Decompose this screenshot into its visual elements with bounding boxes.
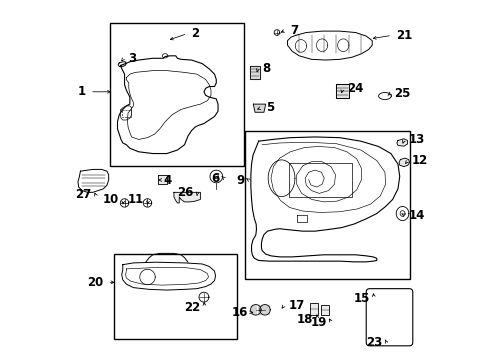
Bar — [114, 254, 237, 339]
Polygon shape — [396, 139, 407, 146]
Text: 9: 9 — [236, 174, 244, 186]
Text: 23: 23 — [365, 336, 381, 349]
Bar — [110, 23, 244, 166]
Polygon shape — [158, 175, 166, 184]
Polygon shape — [249, 66, 260, 80]
Text: 20: 20 — [87, 276, 103, 289]
Polygon shape — [174, 192, 200, 203]
Text: 2: 2 — [191, 27, 199, 40]
Text: 16: 16 — [231, 306, 247, 319]
Text: 4: 4 — [163, 174, 171, 186]
Bar — [310, 303, 318, 315]
Bar — [244, 131, 409, 279]
Text: 11: 11 — [127, 193, 143, 206]
Text: 19: 19 — [310, 316, 327, 329]
Text: 26: 26 — [177, 186, 193, 199]
Text: 14: 14 — [407, 209, 424, 222]
Text: 1: 1 — [78, 85, 85, 98]
Text: 17: 17 — [288, 299, 304, 312]
Text: 6: 6 — [211, 172, 219, 185]
Text: 22: 22 — [184, 301, 200, 314]
Text: 7: 7 — [290, 23, 298, 37]
Text: 15: 15 — [353, 292, 369, 305]
Text: 3: 3 — [128, 52, 136, 65]
Text: 12: 12 — [411, 154, 427, 167]
Text: 25: 25 — [394, 87, 410, 100]
Polygon shape — [336, 84, 348, 98]
Text: 18: 18 — [296, 313, 313, 326]
Text: 21: 21 — [395, 29, 411, 42]
Polygon shape — [398, 158, 409, 167]
Bar — [321, 305, 328, 315]
Text: 10: 10 — [103, 193, 119, 206]
Text: 24: 24 — [346, 82, 363, 95]
Polygon shape — [253, 104, 265, 112]
Text: 13: 13 — [407, 133, 424, 146]
Text: 27: 27 — [75, 188, 91, 201]
Text: 5: 5 — [265, 101, 273, 114]
Text: 8: 8 — [262, 62, 270, 75]
